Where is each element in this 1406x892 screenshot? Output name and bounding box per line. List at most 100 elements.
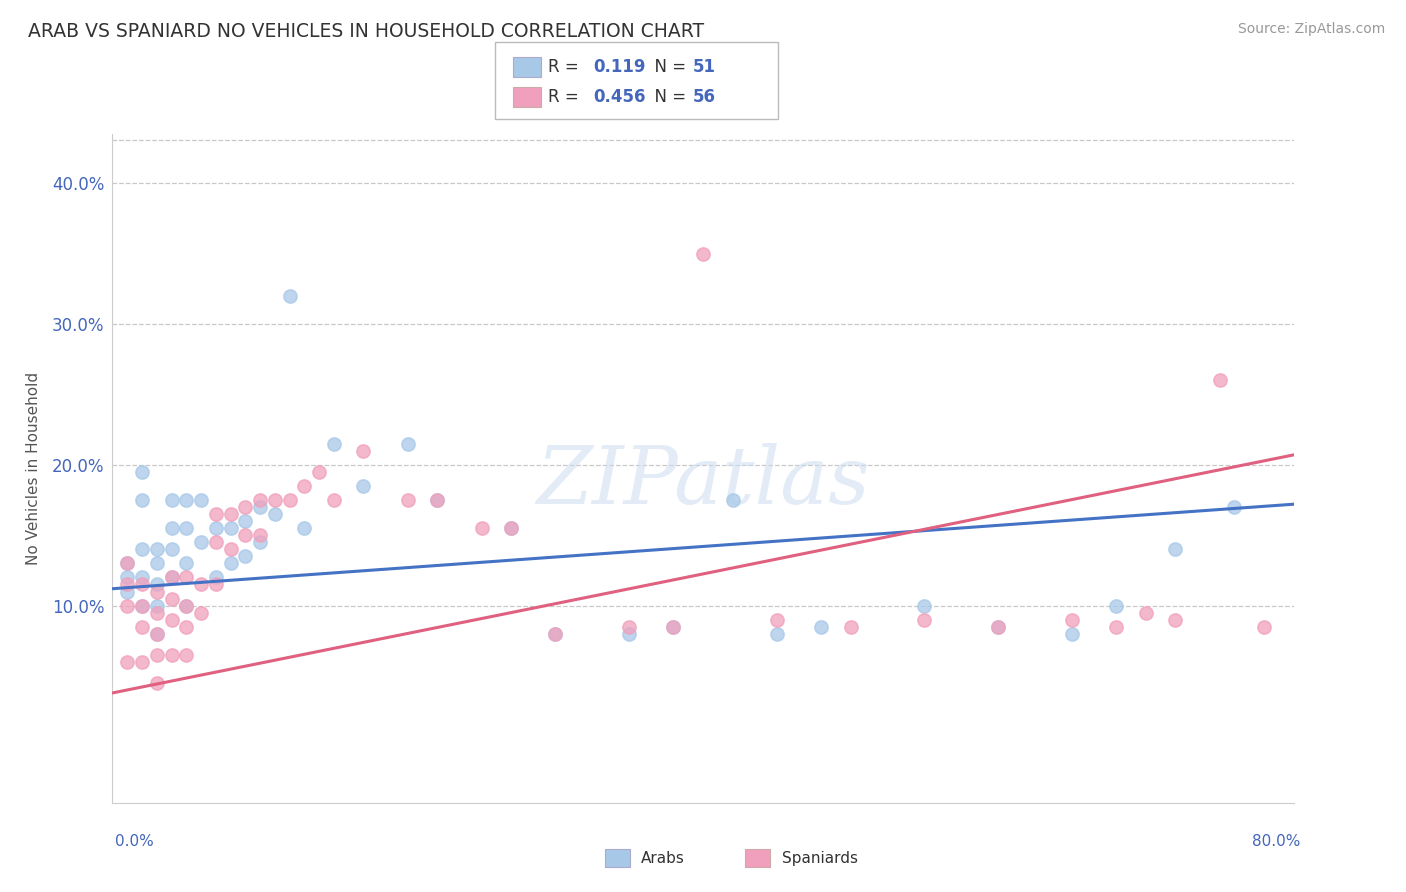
Point: [219, 521, 242, 535]
Point: [146, 542, 169, 557]
Point: [1223, 500, 1246, 514]
Text: R =: R =: [548, 88, 585, 106]
Point: [914, 613, 936, 627]
Point: [160, 542, 183, 557]
Point: [1135, 606, 1157, 620]
Point: [219, 542, 242, 557]
Point: [1062, 627, 1084, 641]
Point: [146, 577, 169, 591]
Text: 51: 51: [693, 58, 716, 76]
Point: [323, 493, 346, 508]
Point: [160, 570, 183, 584]
Point: [914, 599, 936, 613]
Point: [146, 599, 169, 613]
Point: [131, 465, 153, 479]
Point: [987, 620, 1010, 634]
Point: [810, 620, 832, 634]
Point: [721, 493, 744, 508]
Text: 80.0%: 80.0%: [1253, 834, 1301, 849]
Point: [117, 655, 138, 669]
Point: [146, 584, 169, 599]
Point: [131, 577, 153, 591]
Text: ZIPatlas: ZIPatlas: [536, 443, 870, 520]
Point: [1208, 373, 1232, 387]
Point: [1105, 599, 1128, 613]
Point: [323, 436, 346, 450]
Point: [544, 627, 567, 641]
Point: [117, 577, 138, 591]
Point: [174, 620, 197, 634]
Text: 0.456: 0.456: [593, 88, 645, 106]
Point: [190, 493, 212, 508]
Point: [352, 443, 374, 458]
Point: [692, 246, 714, 260]
Text: Arabs: Arabs: [641, 851, 685, 865]
Point: [233, 500, 256, 514]
Text: 0.119: 0.119: [593, 58, 645, 76]
Point: [117, 584, 138, 599]
Point: [1062, 613, 1084, 627]
Point: [249, 528, 271, 542]
Point: [292, 521, 315, 535]
Point: [146, 627, 169, 641]
Point: [352, 479, 374, 493]
Point: [131, 570, 153, 584]
Point: [131, 599, 153, 613]
Point: [501, 521, 523, 535]
Point: [1164, 613, 1187, 627]
Point: [174, 648, 197, 662]
Point: [426, 493, 449, 508]
Point: [766, 627, 789, 641]
Point: [131, 542, 153, 557]
Point: [249, 493, 271, 508]
Point: [426, 493, 449, 508]
Point: [160, 570, 183, 584]
Point: [160, 648, 183, 662]
Point: [662, 620, 685, 634]
Point: [146, 557, 169, 571]
Point: [219, 507, 242, 521]
Point: [278, 289, 301, 303]
Point: [160, 521, 183, 535]
Point: [205, 507, 228, 521]
Point: [766, 613, 789, 627]
Point: [174, 521, 197, 535]
Point: [205, 535, 228, 549]
Point: [131, 655, 153, 669]
Point: [308, 465, 330, 479]
Y-axis label: No Vehicles in Household: No Vehicles in Household: [25, 372, 41, 565]
Point: [1253, 620, 1275, 634]
Point: [160, 613, 183, 627]
Point: [146, 648, 169, 662]
Text: N =: N =: [644, 88, 692, 106]
Point: [219, 557, 242, 571]
Point: [1105, 620, 1128, 634]
Point: [233, 514, 256, 528]
Point: [839, 620, 862, 634]
Point: [396, 493, 419, 508]
Point: [131, 493, 153, 508]
Point: [117, 557, 138, 571]
Point: [117, 599, 138, 613]
Point: [190, 606, 212, 620]
Point: [131, 599, 153, 613]
Point: [117, 570, 138, 584]
Point: [264, 507, 287, 521]
Point: [249, 535, 271, 549]
Point: [117, 557, 138, 571]
Point: [205, 570, 228, 584]
Text: N =: N =: [644, 58, 692, 76]
Point: [249, 500, 271, 514]
Point: [205, 521, 228, 535]
Point: [190, 535, 212, 549]
Point: [190, 577, 212, 591]
Point: [174, 599, 197, 613]
Point: [146, 627, 169, 641]
Point: [987, 620, 1010, 634]
Point: [174, 599, 197, 613]
Point: [160, 493, 183, 508]
Text: 56: 56: [693, 88, 716, 106]
Point: [205, 577, 228, 591]
Text: ARAB VS SPANIARD NO VEHICLES IN HOUSEHOLD CORRELATION CHART: ARAB VS SPANIARD NO VEHICLES IN HOUSEHOL…: [28, 22, 704, 41]
Point: [544, 627, 567, 641]
